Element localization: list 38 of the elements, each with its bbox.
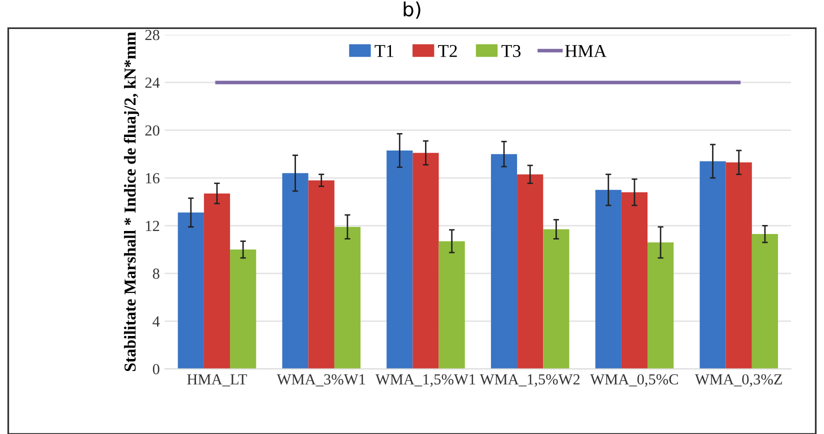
x-tick-label: WMA_1,5%W1: [375, 374, 476, 387]
bar: [412, 152, 439, 369]
y-tick-label: 8: [152, 268, 160, 279]
y-tick-label: 0: [152, 364, 160, 374]
bar: [204, 193, 230, 369]
bar: [386, 150, 413, 369]
bar: [726, 162, 752, 369]
bar: [308, 180, 334, 369]
y-tick-label: 24: [145, 78, 160, 88]
bar: [595, 190, 622, 369]
y-tick-label: 16: [146, 173, 160, 184]
x-tick-label: WMA_0,5%C: [590, 374, 678, 387]
legend-label: HMA: [565, 45, 607, 57]
bar: [700, 161, 726, 369]
bar: [490, 154, 518, 369]
x-tick-label: HMA_LT: [187, 374, 248, 386]
chart-title: b): [404, 1, 420, 19]
y-tick-label: 4: [152, 316, 160, 326]
legend-label: T2: [438, 44, 457, 57]
bar: [543, 229, 570, 369]
x-tick-label: WMA_3%W1: [276, 374, 365, 386]
legend-label: T3: [502, 44, 521, 58]
bar: [648, 242, 674, 369]
y-axis-title: Stabilitate Marshall * Indice de fluaj/2, kN*mm: [124, 32, 140, 372]
bar: [438, 241, 465, 369]
legend-label: T1: [374, 45, 394, 57]
bar: [178, 212, 204, 369]
x-tick-label: WMA_0,3%Z: [694, 374, 782, 387]
y-tick-label: 20: [145, 125, 160, 136]
bar: [334, 226, 360, 369]
bar: [230, 250, 256, 369]
y-tick-label: 12: [146, 220, 160, 231]
bar: [621, 192, 648, 369]
bar: [282, 173, 308, 369]
y-tick-label: 28: [145, 30, 160, 40]
x-tick-label: WMA_1,5%W2: [480, 374, 580, 387]
bar: [752, 234, 778, 369]
bar: [517, 174, 544, 369]
